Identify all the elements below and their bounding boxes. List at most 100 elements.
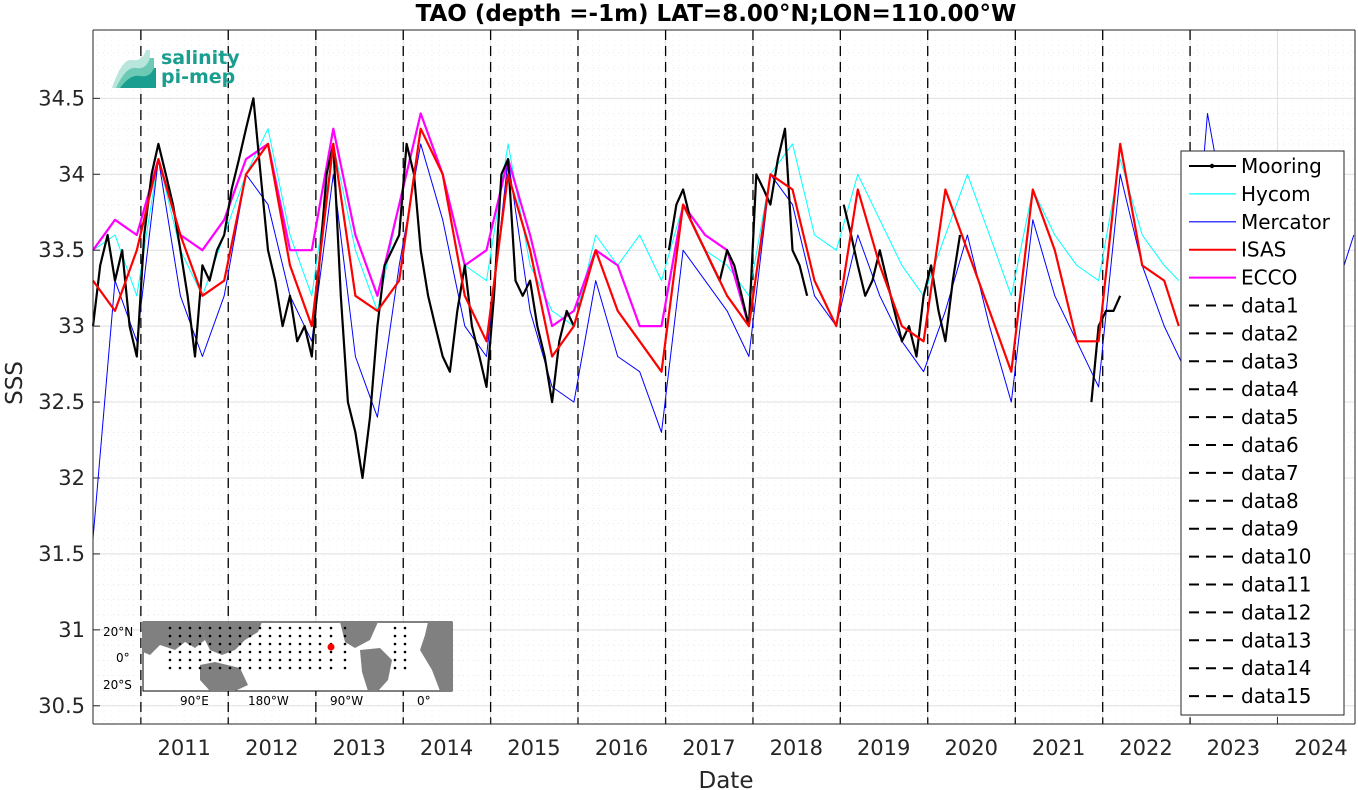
map-mooring-dot [403,634,407,638]
map-mooring-dot [268,650,272,654]
map-mooring-dot [228,650,232,654]
map-mooring-dot [343,650,347,654]
map-mooring-dot [268,626,272,630]
y-tick-label: 33.5 [38,238,85,262]
map-mooring-dot [218,666,222,670]
map-mooring-dot [248,642,252,646]
map-mooring-dot [178,626,182,630]
map-mooring-dot [278,642,282,646]
x-tick-label: 2021 [1032,736,1085,760]
map-mooring-dot [268,658,272,662]
map-lon-label-1: 90°E [180,694,209,708]
map-mooring-dot [248,626,252,630]
x-tick-label: 2014 [420,736,473,760]
series-line-isas [92,127,1180,373]
map-mooring-dot [308,634,312,638]
map-mooring-dot [178,658,182,662]
map-mooring-dot [278,658,282,662]
y-tick-label: 34 [58,162,85,186]
map-mooring-dot [393,666,397,670]
y-axis-label: SSS [2,361,28,405]
year-marker-lines [140,30,1191,724]
y-tick-label: 34.5 [38,86,85,110]
map-mooring-dot [208,642,212,646]
legend-label-data12: data12 [1241,600,1312,624]
map-mooring-dot [228,634,232,638]
y-tick-label: 32 [58,466,85,490]
map-mooring-dot [268,666,272,670]
map-mooring-dot [188,658,192,662]
inset-map-mooring-dots [168,626,407,670]
map-mooring-dot [168,626,172,630]
map-mooring-dot [218,642,222,646]
legend-label-data5: data5 [1241,405,1299,429]
map-mooring-dot [208,626,212,630]
map-mooring-dot [403,650,407,654]
map-mooring-dot [198,642,202,646]
map-mooring-dot [168,666,172,670]
legend-label-data10: data10 [1241,545,1312,569]
map-mooring-dot [208,634,212,638]
map-mooring-dot [393,650,397,654]
map-mooring-dot [329,666,333,670]
map-mooring-dot [298,666,302,670]
map-mooring-dot [238,666,242,670]
map-mooring-dot [343,666,347,670]
legend-label-data9: data9 [1241,517,1299,541]
chart-title: TAO (depth =-1m) LAT=8.00°N;LON=110.00°W [416,1,1017,27]
legend-label-isas: ISAS [1241,238,1286,262]
map-mooring-dot [298,650,302,654]
map-mooring-dot [228,666,232,670]
series-lines [91,97,1355,539]
legend-label-mooring: Mooring [1241,154,1322,178]
map-mooring-dot [208,650,212,654]
map-lat-label-2: 0° [116,651,130,665]
map-mooring-dot [168,634,172,638]
map-mooring-dot [228,642,232,646]
map-lon-label-4: 0° [417,694,431,708]
inset-map: 20°N 0° 20°S 90°E 180°W 90°W 0° [103,621,453,708]
tick-labels: 30.5 31 31.5 32 32.5 33 33.5 34 34.5 2011 2012 2013… [38,86,1348,760]
axes [92,29,1356,725]
x-tick-label: 2011 [157,736,210,760]
map-mooring-dot [308,650,312,654]
map-mooring-dot [329,658,333,662]
inset-map-land [143,622,452,691]
legend-label-data7: data7 [1241,461,1299,485]
legend-label-data6: data6 [1241,433,1299,457]
map-mooring-dot [188,650,192,654]
map-mooring-dot [178,642,182,646]
plot-area [93,30,1355,724]
map-mooring-dot [188,642,192,646]
map-mooring-dot [403,626,407,630]
map-mooring-dot [318,626,322,630]
map-mooring-dot [188,626,192,630]
map-mooring-dot [329,634,333,638]
map-mooring-dot [288,642,292,646]
legend-label-hycom: Hycom [1241,182,1311,206]
map-mooring-dot [343,642,347,646]
map-mooring-dot [258,642,262,646]
legend-label-data2: data2 [1241,321,1299,345]
map-lon-label-2: 180°W [248,694,289,708]
map-mooring-dot [308,666,312,670]
map-mooring-dot [403,642,407,646]
y-tick-label: 32.5 [38,390,85,414]
map-mooring-dot [343,634,347,638]
map-mooring-dot [238,642,242,646]
map-mooring-dot [258,650,262,654]
series-line-hycom [92,113,1180,327]
map-mooring-dot [278,634,282,638]
map-mooring-dot [288,666,292,670]
map-mooring-dot [258,666,262,670]
map-mooring-dot [198,626,202,630]
map-mooring-dot [238,626,242,630]
map-mooring-dot [308,626,312,630]
map-mooring-dot [188,634,192,638]
map-mooring-dot [208,666,212,670]
map-mooring-dot [168,650,172,654]
legend-marker-mooring [1209,163,1215,169]
map-mooring-dot [318,666,322,670]
map-mooring-dot [178,650,182,654]
